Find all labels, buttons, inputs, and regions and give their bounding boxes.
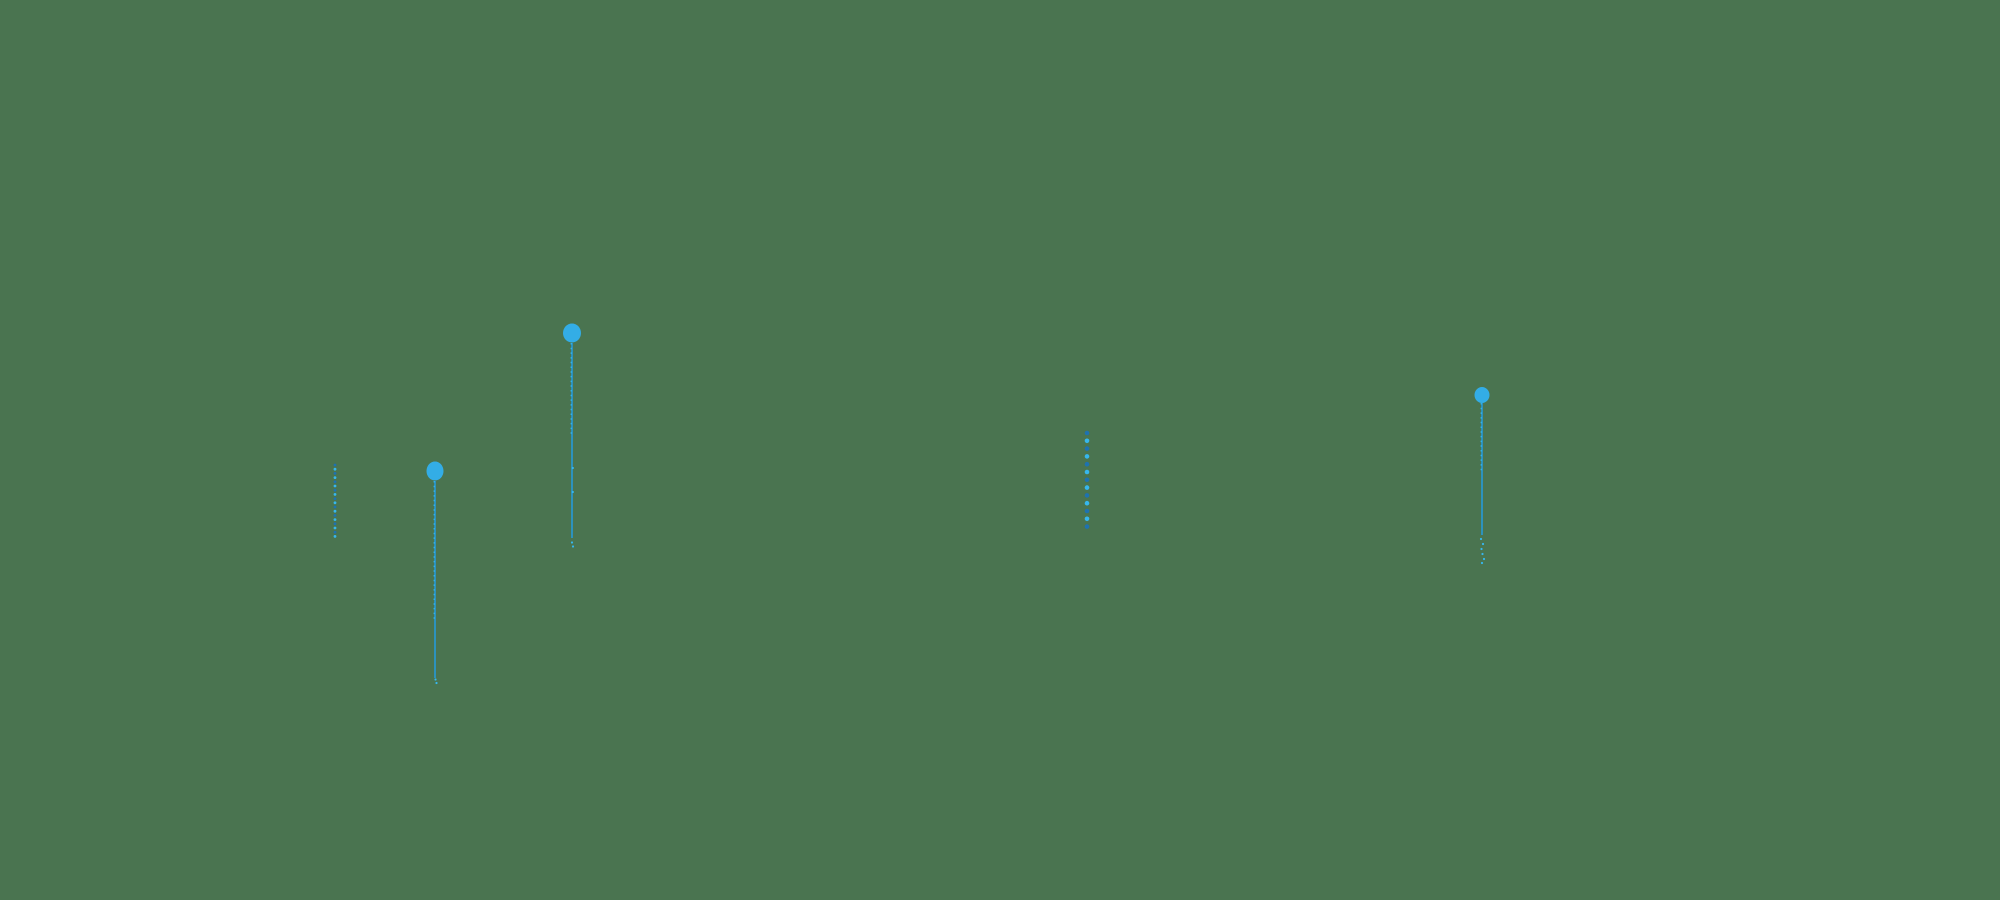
comet-tail-dot	[434, 678, 437, 681]
trail-dot	[333, 493, 337, 496]
comet-head	[563, 323, 581, 343]
trail-dot	[1084, 430, 1090, 436]
trail-dot	[333, 488, 337, 492]
trail-dot	[333, 463, 337, 467]
trail-dot	[333, 476, 337, 479]
comet-tail-dot	[1481, 542, 1485, 546]
trail-dot	[1084, 500, 1090, 506]
trail-dot	[333, 505, 337, 509]
trail-dot	[1084, 508, 1090, 514]
comet-tail-dot	[571, 490, 574, 494]
trail-dot	[333, 518, 337, 521]
trail-dot	[333, 467, 337, 471]
trail-dot	[1084, 454, 1090, 459]
comet-tail-dot	[570, 541, 574, 544]
trail-dot	[333, 535, 337, 538]
comet-3	[1474, 387, 1490, 565]
comet-2	[563, 323, 581, 548]
trail-dot	[333, 472, 337, 475]
trail-dot	[333, 501, 337, 505]
comet-head	[426, 461, 444, 481]
comet-tail-dot	[1480, 547, 1483, 551]
trail-dot	[333, 497, 337, 500]
trail-dot	[1084, 461, 1090, 467]
trail-dot	[1084, 438, 1090, 444]
comet-tail-dot	[1482, 557, 1486, 561]
trail-dot	[333, 530, 337, 534]
trail-dot	[333, 480, 337, 484]
trail-dot	[333, 484, 337, 488]
comet-tail-dot	[1479, 537, 1483, 541]
comet-tail-dot	[571, 545, 575, 548]
comet-tail-dot	[435, 681, 438, 685]
trail-dot	[333, 514, 337, 517]
comet-head	[1474, 387, 1490, 403]
trail-dot	[333, 509, 337, 513]
trail-dot	[1084, 524, 1090, 529]
dotted-trail-2	[1084, 430, 1090, 529]
comet-tail-dot	[571, 466, 574, 470]
trail-dot	[1084, 477, 1090, 483]
trail-dot	[1084, 485, 1090, 490]
dotted-trail-1	[333, 463, 337, 538]
trail-dot	[1084, 493, 1090, 498]
trail-dot	[1084, 469, 1090, 475]
trail-dot	[1084, 446, 1090, 451]
comet-1	[426, 461, 444, 685]
trail-dot	[333, 522, 337, 526]
comet-tail-dot	[1481, 552, 1484, 556]
trail-dot	[1084, 516, 1090, 522]
trail-dot	[333, 526, 337, 530]
comet-tail-dot	[1480, 561, 1484, 565]
